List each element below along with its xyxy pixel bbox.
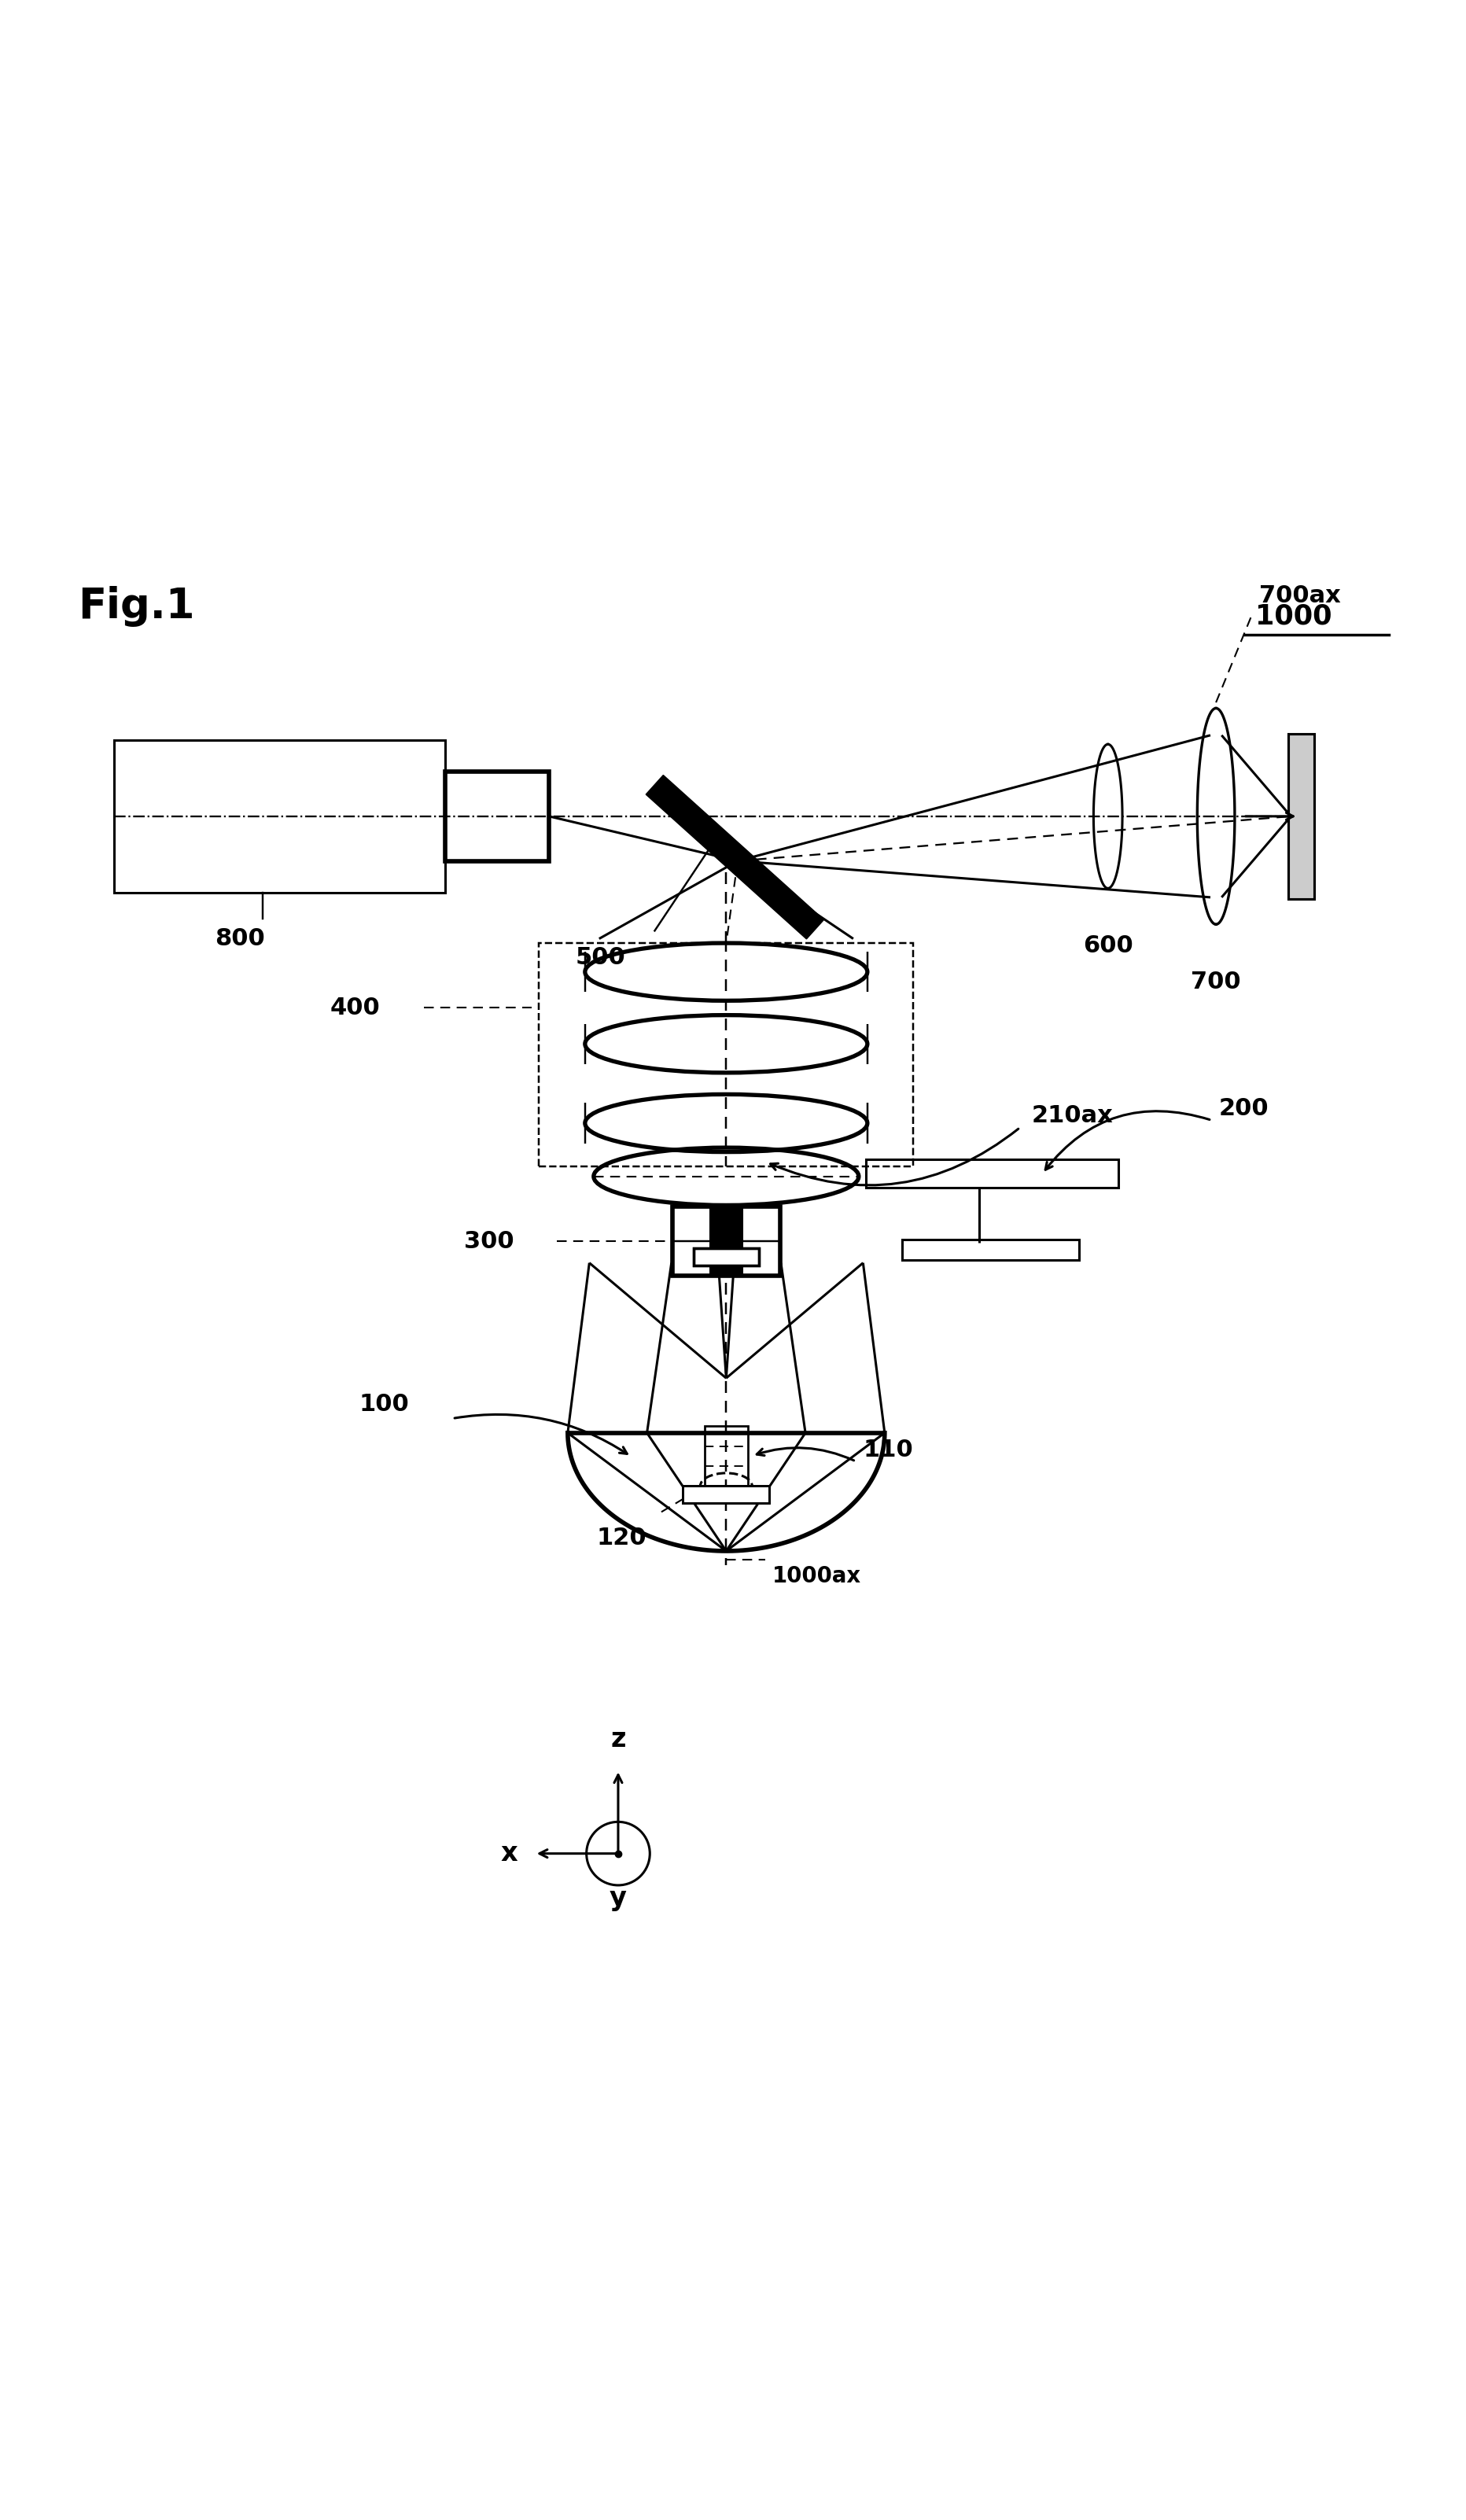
Text: 700ax: 700ax [1258, 585, 1340, 607]
Bar [693, 1247, 758, 1265]
FancyArrowPatch shape [454, 1414, 626, 1454]
FancyArrowPatch shape [756, 1449, 853, 1462]
Text: Fig.1: Fig.1 [78, 585, 195, 627]
Polygon shape [1287, 733, 1314, 900]
FancyArrowPatch shape [1045, 1111, 1209, 1169]
Text: 210ax: 210ax [1031, 1104, 1113, 1126]
Text: 200: 200 [1218, 1096, 1268, 1119]
Text: 1000ax: 1000ax [773, 1565, 861, 1588]
Bar [446, 771, 548, 862]
Bar [683, 1487, 770, 1504]
Text: 500: 500 [575, 945, 625, 968]
Text: 700: 700 [1190, 970, 1240, 993]
Text: y: y [610, 1885, 626, 1910]
FancyArrowPatch shape [770, 1129, 1017, 1184]
Text: 100: 100 [359, 1394, 409, 1416]
Bar [693, 1247, 758, 1265]
Text: 800: 800 [214, 927, 265, 950]
Text: z: z [610, 1726, 626, 1754]
Text: x: x [500, 1840, 517, 1867]
Bar [902, 1240, 1079, 1260]
Text: 400: 400 [330, 995, 380, 1018]
Bar [1287, 733, 1314, 900]
Text: 300: 300 [463, 1230, 513, 1252]
Text: 120: 120 [597, 1527, 647, 1550]
Bar [710, 1207, 742, 1275]
Text: 600: 600 [1082, 935, 1132, 958]
Bar [704, 1426, 748, 1487]
Bar [671, 1207, 780, 1275]
Bar [1287, 733, 1314, 900]
Bar [865, 1159, 1117, 1187]
Text: 110: 110 [862, 1439, 913, 1462]
Polygon shape [645, 776, 824, 940]
Text: 1000: 1000 [1255, 602, 1331, 630]
Bar [114, 741, 446, 892]
Bar [683, 1487, 770, 1504]
Bar [538, 942, 913, 1167]
